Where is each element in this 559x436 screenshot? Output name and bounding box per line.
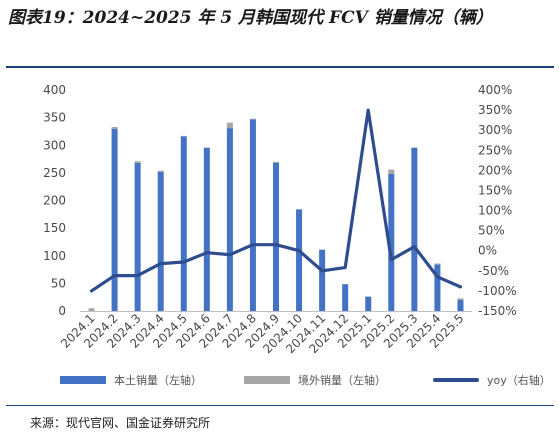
yoy-line [89,108,463,293]
bar-domestic [411,148,418,311]
bar-domestic [203,148,210,311]
right-axis-tick-label: 150% [478,183,512,197]
bar-export [249,118,256,120]
legend-item-domestic: 本土销量（左轴） [60,372,202,388]
legend-swatch-yoy [433,378,479,382]
bar-export [111,127,118,129]
right-axis-tick-label: 50% [478,224,505,238]
bar-export [273,161,279,163]
right-axis-tick-label: -150% [478,304,517,318]
right-axis-tick-label: 250% [478,143,512,157]
left-axis-tick-label: 50 [51,276,66,290]
bar-domestic [342,284,349,311]
bar-domestic [134,162,141,311]
source-divider [6,405,554,406]
chart-legend: 本土销量（左轴） 境外销量（左轴） yoy（右轴） [0,372,559,392]
bar-domestic [319,249,326,311]
bar-domestic [226,128,233,311]
right-axis-tick-label: 350% [478,103,512,117]
left-axis-tick-label: 150 [43,221,66,235]
bar-domestic [457,299,464,311]
right-axis-tick-label: -50% [478,264,509,278]
bar-export [203,147,210,149]
left-axis-tick-label: 250 [43,166,66,180]
legend-swatch-domestic [60,376,106,384]
left-axis-tick-label: 0 [58,304,66,318]
bar-export [226,122,233,129]
bar-domestic [365,296,372,311]
legend-swatch-export [244,376,290,384]
right-axis-tick-label: 0% [478,244,497,258]
bar-domestic [249,119,256,311]
bar-domestic [296,209,303,311]
bar-export [180,135,187,137]
bar-export [388,169,395,174]
bar-domestic [157,171,164,311]
bar-export [134,161,141,163]
right-axis-tick-label: 100% [478,204,512,218]
bar-export [88,308,95,311]
bar-export [342,283,349,285]
right-axis-tick-label: -100% [478,284,517,298]
right-axis-tick-label: 400% [478,83,512,97]
right-axis-tick-label: 200% [478,163,512,177]
bar-export [434,263,441,265]
bar-domestic [273,162,279,311]
legend-label-export: 境外销量（左轴） [298,374,386,387]
bar-export [157,170,164,172]
left-axis-tick-label: 300 [43,138,66,152]
left-axis-tick-label: 200 [43,194,66,208]
legend-item-yoy: yoy（右轴） [433,372,551,388]
legend-label-yoy: yoy（右轴） [487,374,551,387]
right-axis-tick-label: 300% [478,123,512,137]
bar-export [411,147,418,149]
bar-domestic [434,264,441,311]
bar-domestic [111,128,118,311]
legend-label-domestic: 本土销量（左轴） [114,374,202,387]
left-axis-tick-label: 100 [43,249,66,263]
left-axis-tick-label: 400 [43,83,66,97]
chart-title: 图表19：2024~2025 年 5 月韩国现代 FCV 销量情况（辆） [8,8,493,28]
title-divider [6,66,554,68]
bar-domestic [388,173,395,311]
source-note: 来源：现代官网、国金证券研究所 [30,416,211,430]
bar-domestic [180,136,187,311]
bar-export [457,298,464,300]
legend-item-export: 境外销量（左轴） [244,372,386,388]
left-axis-tick-label: 350 [43,111,66,125]
